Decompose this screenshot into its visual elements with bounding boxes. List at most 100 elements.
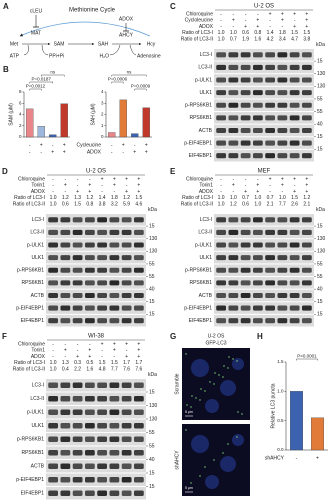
- nucleus: [191, 435, 209, 453]
- band: [84, 229, 95, 235]
- band: [97, 382, 108, 388]
- treatment-sign: -: [257, 11, 259, 17]
- treatment-sign: -: [89, 176, 91, 182]
- band: [97, 217, 108, 223]
- band: [216, 127, 227, 133]
- band: [60, 267, 71, 273]
- ratio-value: 1.5: [99, 360, 106, 366]
- band-label: RPS6KB1: [21, 450, 44, 456]
- treatment-sign: +: [293, 24, 296, 30]
- band: [277, 140, 288, 146]
- treatment-sign: -: [101, 183, 103, 189]
- treatment-sign: +: [113, 176, 116, 182]
- cofactor: PPi+Pi: [49, 53, 64, 59]
- band-label: p-ULK1: [195, 242, 212, 248]
- treatment-sign: +: [256, 24, 259, 30]
- band: [133, 267, 144, 273]
- treatment-sign: -: [245, 11, 247, 17]
- kda-marker: 15: [317, 312, 323, 318]
- band: [289, 90, 300, 96]
- band: [121, 280, 132, 286]
- band: [84, 267, 95, 273]
- band-label: RPS6KB1: [189, 115, 212, 121]
- treatment-sign: -: [65, 176, 67, 182]
- band: [277, 292, 288, 298]
- blot-strip: [214, 149, 314, 162]
- band: [216, 318, 227, 324]
- band: [48, 436, 59, 442]
- ratio-value: 1.8: [279, 30, 286, 36]
- band: [265, 280, 276, 286]
- cofactor-arrow: [129, 44, 137, 56]
- band: [289, 115, 300, 121]
- treatment-sign: +: [316, 455, 319, 461]
- treatment-sign: -: [52, 183, 54, 189]
- blot-strip: [214, 137, 314, 149]
- band: [72, 396, 83, 402]
- band-label: LC3-I: [200, 52, 212, 58]
- y-tick-label: 6: [19, 100, 22, 105]
- y-tick-label: 1.5: [277, 359, 284, 364]
- puncta: [209, 381, 211, 383]
- band: [277, 90, 288, 96]
- band: [265, 242, 276, 248]
- nucleus: [232, 358, 244, 370]
- treatment-sign: +: [281, 11, 284, 17]
- ratio-value: 1.6: [254, 37, 261, 43]
- band: [121, 477, 132, 483]
- treatment-sign: -: [245, 18, 247, 24]
- treatment-label: ADOX: [199, 24, 214, 30]
- band: [48, 229, 59, 235]
- band: [48, 450, 59, 456]
- treatment-sign: +: [137, 176, 140, 182]
- blot-strip: [46, 419, 146, 432]
- kda-marker: 55: [317, 261, 323, 267]
- puncta: [214, 372, 216, 374]
- band: [109, 382, 120, 388]
- panel-letter: E: [170, 167, 176, 176]
- treatment-sign: -: [52, 348, 54, 354]
- kda-marker: 40: [149, 457, 155, 463]
- band: [48, 242, 59, 248]
- treatment-sign: +: [269, 11, 272, 17]
- cofactor-arrow: [23, 44, 29, 56]
- band-label: p-ULK1: [27, 242, 44, 248]
- band: [228, 52, 239, 58]
- band-label: EIF4EBP1: [189, 318, 213, 324]
- treatment-sign: -: [294, 18, 296, 24]
- kda-marker: 15: [317, 58, 323, 64]
- y-tick-label: 0: [101, 134, 104, 139]
- significance-bracket: [41, 74, 65, 77]
- treatment-sign: -: [65, 354, 67, 360]
- band: [72, 423, 83, 429]
- treatment-sign: +: [125, 176, 128, 182]
- ratio-value: 7.6: [135, 367, 142, 373]
- band: [252, 77, 263, 83]
- ratio-value: 1.5: [74, 202, 81, 208]
- band: [252, 267, 263, 273]
- band: [72, 255, 83, 261]
- band-label: ULK1: [199, 90, 212, 96]
- treatment-sign: +: [88, 183, 91, 189]
- treatment-sign: -: [220, 176, 222, 182]
- band: [60, 255, 71, 261]
- nucleus: [205, 399, 219, 413]
- ratio-value: 7.7: [279, 202, 286, 208]
- band: [301, 153, 312, 159]
- treatment-sign: -: [52, 341, 54, 347]
- band: [216, 102, 227, 108]
- kda-marker: 15: [149, 223, 155, 229]
- treatment-sign: -: [114, 189, 116, 195]
- y-axis-label: Relative LC3 puncta: [270, 383, 276, 428]
- kda-marker: 130: [149, 236, 158, 242]
- blot-strip: [214, 226, 314, 239]
- band: [133, 396, 144, 402]
- blot-strip: [214, 289, 314, 302]
- puncta: [227, 443, 229, 445]
- blot-strip: [46, 277, 146, 289]
- treatment-sign: -: [101, 189, 103, 195]
- band: [121, 255, 132, 261]
- band: [133, 463, 144, 469]
- band: [72, 229, 83, 235]
- puncta: [204, 466, 206, 468]
